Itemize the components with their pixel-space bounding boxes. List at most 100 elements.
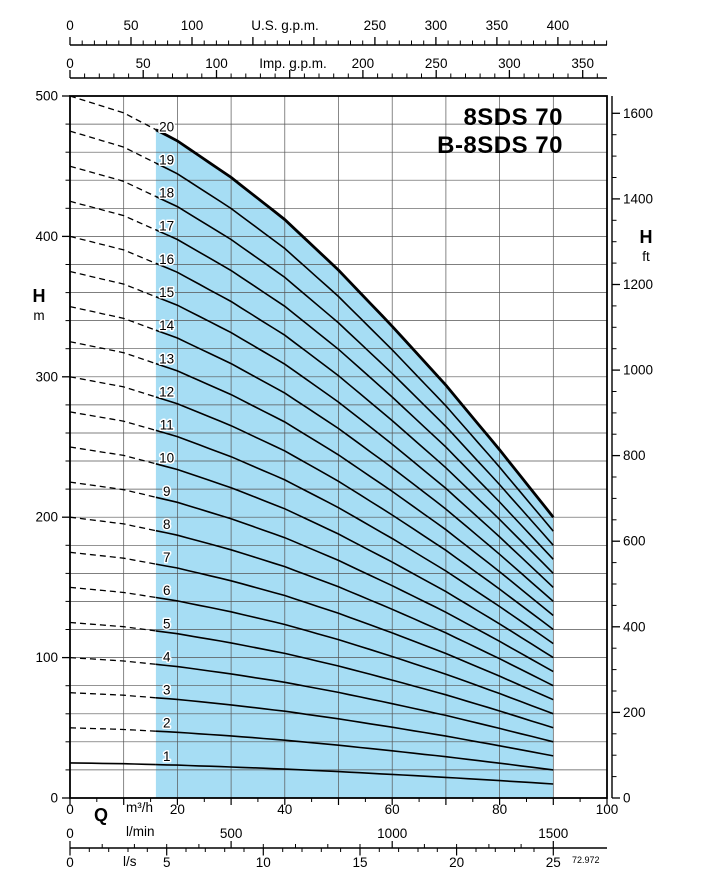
m3h-tick-label: 0 — [66, 802, 74, 817]
us-gpm-tick-label: 350 — [486, 18, 509, 33]
stage-curve-12 — [155, 396, 554, 631]
stage-label-3: 3 — [163, 683, 171, 698]
h-ft-tick-label: 600 — [623, 534, 646, 549]
h-m-tick-label: 500 — [35, 89, 58, 104]
stage-curve-extension-16 — [69, 235, 157, 264]
h-ft-tick-label: 1000 — [623, 363, 653, 378]
stage-label-1: 1 — [163, 749, 171, 764]
stage-label-9: 9 — [163, 484, 171, 499]
stage-curve-6 — [155, 596, 554, 715]
right-axis-unit-ft: ft — [642, 249, 650, 264]
stage-label-17: 17 — [159, 219, 174, 234]
flow-axis-unit-m3h: m³/h — [126, 800, 153, 815]
h-m-tick-label: 300 — [35, 369, 58, 384]
stage-curve-10 — [155, 463, 554, 659]
stage-label-13: 13 — [159, 351, 174, 366]
stage-curve-13 — [155, 362, 554, 617]
stage-curve-2 — [155, 730, 554, 771]
flow-axis-unit-ls: l/s — [123, 854, 137, 869]
h-ft-tick-label: 1600 — [623, 106, 653, 121]
lmin-tick-label: 0 — [66, 826, 74, 841]
lmin-tick-label: 1000 — [377, 826, 407, 841]
imp-gpm-tick-label: 350 — [571, 56, 594, 71]
stage-curve-extension-12 — [69, 376, 157, 398]
stage-label-20: 20 — [159, 119, 174, 134]
imp-gpm-tick-label: 200 — [352, 56, 375, 71]
stage-curve-7 — [155, 563, 554, 701]
us-gpm-tick-label: 250 — [364, 18, 387, 33]
h-m-tick-label: 100 — [35, 650, 58, 665]
lmin-tick-label: 1500 — [538, 826, 568, 841]
imp-gpm-tick-label: 300 — [498, 56, 521, 71]
flow-axis-label-Q: Q — [94, 805, 109, 825]
ls-tick-label: 5 — [163, 855, 171, 870]
stage-curve-extension-19 — [69, 130, 157, 164]
stage-label-4: 4 — [163, 650, 171, 665]
ls-tick-label: 25 — [546, 855, 561, 870]
chart-title: 8SDS 70 — [463, 104, 563, 131]
stage-curve-extension-7 — [69, 551, 157, 565]
us-gpm-tick-label: 0 — [66, 18, 74, 33]
left-axis-label-H: H — [32, 286, 46, 306]
stage-label-14: 14 — [159, 318, 175, 333]
stage-label-18: 18 — [159, 186, 174, 201]
stage-label-16: 16 — [159, 252, 174, 267]
stage-curve-17 — [155, 229, 554, 560]
stage-curve-extension-18 — [69, 165, 157, 198]
right-axis-label-H: H — [639, 227, 653, 247]
ls-tick-label: 0 — [66, 855, 74, 870]
stage-curve-5 — [155, 630, 554, 729]
stage-label-2: 2 — [163, 716, 171, 731]
m3h-tick-label: 100 — [596, 802, 619, 817]
h-ft-tick-label: 800 — [623, 448, 646, 463]
stage-curve-15 — [155, 296, 554, 588]
flow-axis-unit-lmin: l/min — [126, 824, 155, 839]
stage-curve-20 — [155, 128, 555, 519]
h-m-tick-label: 200 — [35, 510, 58, 525]
imp-gpm-axis-title: Imp. g.p.m. — [259, 56, 327, 71]
h-ft-tick-label: 400 — [623, 619, 646, 634]
stage-label-19: 19 — [159, 152, 174, 167]
stage-curve-extension-10 — [69, 446, 157, 465]
ls-tick-label: 20 — [449, 855, 464, 870]
chart-subtitle: B-8SDS 70 — [437, 132, 563, 159]
stage-curve-extension-5 — [69, 621, 156, 632]
stage-label-5: 5 — [163, 616, 171, 631]
stage-label-8: 8 — [163, 517, 171, 532]
stage-curve-extension-14 — [69, 305, 157, 331]
us-gpm-tick-label: 100 — [181, 18, 204, 33]
left-axis-unit-m: m — [33, 308, 45, 323]
m3h-tick-label: 20 — [170, 802, 185, 817]
h-ft-tick-label: 0 — [623, 791, 631, 806]
stage-curve-extension-1 — [69, 762, 156, 766]
imp-gpm-tick-label: 250 — [425, 56, 448, 71]
us-gpm-axis-title: U.S. g.p.m. — [251, 18, 319, 33]
stage-curve-extension-20 — [69, 95, 157, 131]
stage-curve-extension-6 — [69, 586, 157, 599]
operating-region — [155, 129, 554, 798]
stage-curve-16 — [155, 262, 554, 574]
stage-label-6: 6 — [163, 583, 171, 598]
stage-curve-extension-17 — [69, 200, 157, 231]
m3h-tick-label: 60 — [385, 802, 400, 817]
m3h-tick-label: 40 — [277, 802, 292, 817]
stage-curve-11 — [155, 429, 554, 645]
stage-curve-14 — [155, 329, 554, 603]
stage-curve-extension-3 — [69, 692, 156, 699]
m3h-tick-label: 80 — [492, 802, 507, 817]
stage-curve-extension-13 — [69, 341, 157, 365]
drawing-code: 72.972 — [572, 855, 600, 865]
imp-gpm-tick-label: 0 — [66, 56, 74, 71]
imp-gpm-tick-label: 100 — [205, 56, 228, 71]
h-m-tick-label: 400 — [35, 229, 58, 244]
h-ft-tick-label: 1400 — [623, 191, 653, 206]
stage-curve-4 — [155, 663, 554, 743]
stage-label-11: 11 — [160, 418, 174, 433]
lmin-tick-label: 500 — [220, 826, 243, 841]
stage-curve-19 — [155, 162, 554, 532]
stage-curve-extension-8 — [69, 516, 157, 532]
stage-curve-18 — [155, 195, 554, 546]
stage-label-15: 15 — [159, 285, 174, 300]
